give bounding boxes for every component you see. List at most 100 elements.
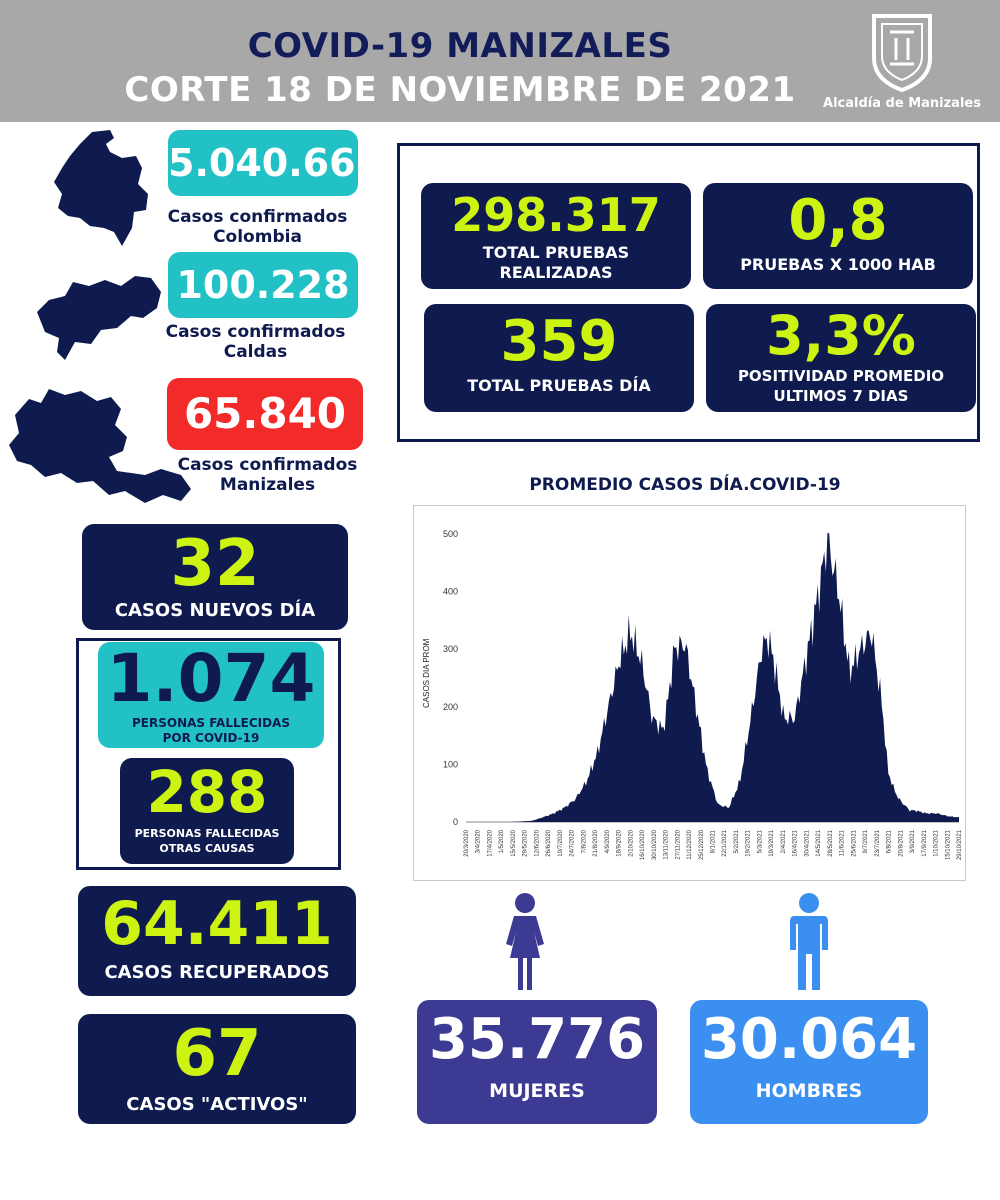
x-tick-label: 1/10/2021 xyxy=(934,829,940,856)
x-tick-label: 18/9/2020 xyxy=(617,829,623,856)
cases-area-series xyxy=(466,533,959,822)
chart-title: PROMEDIO CASOS DÍA.COVID-19 xyxy=(420,475,950,495)
x-tick-label: 14/5/2021 xyxy=(816,829,822,856)
x-tick-label: 30/4/2021 xyxy=(804,829,810,856)
tests-per-1000-value: 0,8 xyxy=(703,187,973,255)
x-tick-label: 29/5/2020 xyxy=(523,829,529,856)
deceased-other-value: 288 xyxy=(120,758,294,826)
x-tick-label: 19/2/2021 xyxy=(746,829,752,856)
y-tick-label: 0 xyxy=(453,817,458,827)
colombia-caption-line2: Colombia xyxy=(150,227,365,247)
deceased-other-label1: PERSONAS FALLECIDAS xyxy=(120,826,294,841)
x-tick-label: 16/4/2021 xyxy=(793,829,799,856)
positivity-value: 3,3% xyxy=(706,306,976,366)
x-tick-label: 26/6/2020 xyxy=(546,829,552,856)
x-tick-label: 16/10/2020 xyxy=(640,829,646,860)
x-tick-label: 8/1/2021 xyxy=(711,829,717,853)
y-axis-label: CASOS DIA PROM xyxy=(422,638,431,708)
total-tests-label2: REALIZADAS xyxy=(421,263,691,283)
positivity-label2: ULTIMOS 7 DIAS xyxy=(706,386,976,406)
y-tick-label: 400 xyxy=(443,587,458,597)
active-value: 67 xyxy=(78,1014,356,1094)
women-label: MUJERES xyxy=(417,1080,657,1102)
y-tick-label: 100 xyxy=(443,759,458,769)
woman-icon xyxy=(500,892,550,992)
manizales-caption-line2: Manizales xyxy=(160,475,375,495)
y-tick-label: 300 xyxy=(443,644,458,654)
total-tests-label1: TOTAL PRUEBAS xyxy=(421,243,691,263)
new-cases-value: 32 xyxy=(82,528,348,600)
x-tick-label: 28/5/2021 xyxy=(828,829,834,856)
x-tick-label: 11/12/2020 xyxy=(687,829,693,859)
x-tick-label: 6/8/2021 xyxy=(887,829,893,853)
deceased-covid-value: 1.074 xyxy=(98,642,324,716)
page-title: COVID-19 MANIZALES xyxy=(150,26,770,66)
x-tick-label: 24/7/2020 xyxy=(570,829,576,856)
x-tick-label: 17/4/2020 xyxy=(488,829,494,856)
women-card: 35.776 MUJERES xyxy=(417,1000,657,1124)
men-card: 30.064 HOMBRES xyxy=(690,1000,928,1124)
recovered-card: 64.411 CASOS RECUPERADOS xyxy=(78,886,356,996)
deceased-covid-label1: PERSONAS FALLECIDAS xyxy=(98,716,324,731)
caldas-cases-value: 100.228 xyxy=(168,252,358,318)
recovered-label: CASOS RECUPERADOS xyxy=(78,962,356,983)
x-tick-label: 1/5/2020 xyxy=(499,829,505,853)
x-tick-label: 9/7/2021 xyxy=(863,829,869,853)
x-tick-label: 23/7/2021 xyxy=(875,829,881,856)
caldas-caption-line2: Caldas xyxy=(148,342,363,362)
x-tick-label: 5/2/2021 xyxy=(734,829,740,853)
page-subtitle: CORTE 18 DE NOVIEMBRE DE 2021 xyxy=(120,70,800,110)
x-tick-label: 15/10/2021 xyxy=(945,829,951,860)
deceased-covid-card: 1.074 PERSONAS FALLECIDAS POR COVID-19 xyxy=(98,642,324,748)
manizales-cases-value: 65.840 xyxy=(167,378,363,450)
chart-frame: 0 100 200 300 400 500 CASOS DIA PROM 20/3/2020 3… xyxy=(413,505,966,881)
x-tick-label: 12/6/2020 xyxy=(534,829,540,856)
manizales-caption-line1: Casos confirmados xyxy=(160,455,375,475)
positivity-card: 3,3% POSITIVIDAD PROMEDIO ULTIMOS 7 DIAS xyxy=(706,304,976,412)
deceased-other-label2: OTRAS CAUSAS xyxy=(120,841,294,856)
colombia-caption: Casos confirmados Colombia xyxy=(150,207,365,247)
x-tick-label: 15/5/2020 xyxy=(511,829,517,856)
x-tick-label: 20/3/2020 xyxy=(464,829,470,856)
new-cases-label: CASOS NUEVOS DÍA xyxy=(82,600,348,621)
colombia-map-icon xyxy=(50,128,160,248)
logo-text: Alcaldía de Manizales xyxy=(812,96,992,111)
new-cases-card: 32 CASOS NUEVOS DÍA xyxy=(82,524,348,630)
x-tick-label: 25/6/2021 xyxy=(851,829,857,856)
active-label: CASOS "ACTIVOS" xyxy=(78,1094,356,1115)
x-tick-label: 3/9/2021 xyxy=(910,829,916,853)
men-label: HOMBRES xyxy=(690,1080,928,1102)
men-value: 30.064 xyxy=(690,1000,928,1080)
x-tick-label: 4/9/2020 xyxy=(605,829,611,853)
x-tick-label: 10/7/2020 xyxy=(558,829,564,856)
caldas-caption: Casos confirmados Caldas xyxy=(148,322,363,362)
tests-per-1000-label: PRUEBAS X 1000 HAB xyxy=(703,255,973,275)
x-tick-label: 7/8/2020 xyxy=(581,829,587,853)
x-tick-label: 17/9/2021 xyxy=(922,829,928,856)
tests-per-day-value: 359 xyxy=(424,308,694,376)
y-tick-label: 500 xyxy=(443,529,458,539)
x-tick-label: 11/6/2021 xyxy=(840,829,846,856)
x-tick-label: 25/12/2020 xyxy=(699,829,705,860)
tests-per-day-label: TOTAL PRUEBAS DÍA xyxy=(424,376,694,396)
x-tick-label: 5/3/2021 xyxy=(758,829,764,853)
x-tick-label: 3/4/2020 xyxy=(476,829,482,853)
positivity-label1: POSITIVIDAD PROMEDIO xyxy=(706,366,976,386)
tests-per-1000-card: 0,8 PRUEBAS X 1000 HAB xyxy=(703,183,973,289)
total-tests-card: 298.317 TOTAL PRUEBAS REALIZADAS xyxy=(421,183,691,289)
x-tick-label: 21/8/2020 xyxy=(593,829,599,856)
x-tick-label: 2/10/2020 xyxy=(628,829,634,856)
cases-chart: 0 100 200 300 400 500 CASOS DIA PROM 20/3/2020 3… xyxy=(414,506,967,882)
total-tests-value: 298.317 xyxy=(421,187,691,243)
deceased-covid-label2: POR COVID-19 xyxy=(98,731,324,746)
y-tick-label: 200 xyxy=(443,702,458,712)
x-tick-label: 2/4/2021 xyxy=(781,829,787,853)
x-tick-label: 20/8/2021 xyxy=(898,829,904,856)
man-icon xyxy=(786,892,832,992)
women-value: 35.776 xyxy=(417,1000,657,1080)
manizales-caption: Casos confirmados Manizales xyxy=(160,455,375,495)
deceased-other-card: 288 PERSONAS FALLECIDAS OTRAS CAUSAS xyxy=(120,758,294,864)
tests-per-day-card: 359 TOTAL PRUEBAS DÍA xyxy=(424,304,694,412)
shield-logo-icon xyxy=(870,12,934,92)
x-tick-label: 29/10/2021 xyxy=(957,829,963,860)
